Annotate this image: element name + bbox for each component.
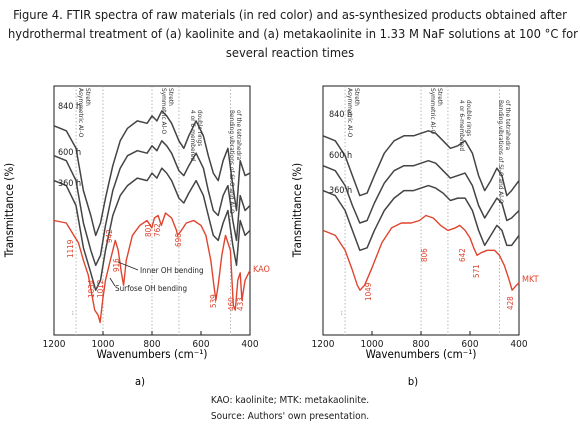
series-line-b-360h: [322, 184, 520, 252]
series-line-a-600h: [53, 140, 251, 267]
annotation-inner-oh: Inner OH bending: [140, 266, 204, 275]
series-label-b-360h: 360 h: [329, 186, 352, 196]
band-label-b-bend-2: of the tetrahedra: [504, 100, 512, 151]
caption-line-2: hydrothermal treatment of (a) kaolinite …: [8, 27, 578, 42]
footer-source: Source: Authors' own presentation.: [210, 411, 370, 422]
peak-label-a-801: 801: [144, 223, 153, 237]
series-line-a-360h: [53, 167, 251, 291]
series-label-a-840h: 840 h: [58, 102, 81, 112]
peak-label-a-539: 539: [209, 294, 218, 308]
chart-panel-a: 1200 1000 800 600 400 Transmittance (%) Wave…: [2, 85, 270, 388]
series-line-b-840h: [322, 130, 520, 197]
peak-label-b-806: 806: [420, 248, 429, 262]
peak-label-a-762: 762: [153, 223, 162, 237]
annotation-line-surface-oh: [109, 277, 116, 287]
band-label-a-rings-1: 4 or 6-membered: [189, 110, 197, 161]
series-line-a-840h: [53, 110, 251, 237]
x-tick-label-b-600: 600: [461, 339, 478, 350]
series-line-b-mkt: [322, 214, 520, 291]
figure-caption: Figure 4. FTIR spectra of raw materials …: [8, 6, 578, 63]
series-label-a-360h: 360 h: [58, 179, 81, 189]
x-tick-label-a-1000: 1000: [92, 339, 115, 350]
annotation-surface-oh: Surfose OH bending: [115, 284, 187, 293]
series-label-b-mkt: MKT: [522, 275, 539, 285]
chart-panel-b: 1200 1000 800 600 400 Transmittance (%) Wave…: [290, 85, 539, 388]
peak-label-a-696: 696: [174, 233, 183, 247]
band-label-b-rings-2: double rings: [465, 100, 473, 136]
figure-footer: KAO: kaolinite; MTK: metakaolinite. Sour…: [0, 393, 580, 425]
x-axis-label-b: Wavenumbers (cm⁻¹): [366, 347, 477, 361]
band-label-a-bend-1: Bending vibrations of Si-O and Al-O: [228, 110, 236, 214]
x-tick-label-a-400: 400: [241, 339, 258, 350]
x-tick-label-b-400: 400: [510, 339, 527, 350]
panel-label-a: a): [135, 375, 145, 388]
panel-label-b: b): [408, 375, 418, 388]
peak-label-a-433: 433: [236, 297, 245, 311]
band-label-b-bend-1: Bending vibrations of Si-O and Al-O: [497, 100, 505, 204]
peak-label-a-460: 460: [227, 297, 236, 311]
band-label-a-bend-2: of the tetrahedra: [235, 110, 243, 161]
peak-label-a-1119: 1119: [66, 239, 75, 258]
band-label-a-sym-1: Symmetric Al-O: [160, 88, 168, 134]
band-label-b-asym-1: Asymmetric Al-O: [346, 88, 354, 138]
x-tick-label-a-1200: 1200: [43, 339, 66, 350]
series-line-b-600h: [322, 159, 520, 224]
axis-break-mark-a: ⁝: [72, 310, 74, 317]
band-label-b-asym-2: Streth: [353, 88, 361, 106]
caption-line-3: several reaction times: [225, 46, 355, 61]
x-tick-label-b-800: 800: [412, 339, 429, 350]
peak-label-b-571: 571: [472, 264, 481, 278]
band-label-a-sym-2: Streth: [167, 88, 175, 106]
band-label-b-rings-1: 4 or 6-membered: [458, 100, 466, 151]
peak-label-a-1034: 1034: [87, 279, 96, 298]
band-label-a-asym-1: Asymmetric Al-O: [77, 88, 85, 138]
caption-line-1: Figure 4. FTIR spectra of raw materials …: [13, 8, 567, 23]
peak-label-a-1012: 1012: [96, 280, 105, 298]
y-axis-label-a: Transmittance (%): [2, 163, 16, 258]
x-tick-label-b-1000: 1000: [361, 339, 384, 350]
series-label-b-600h: 600 h: [329, 151, 352, 161]
peak-label-b-1049: 1049: [364, 282, 373, 301]
series-label-b-840h: 840 h: [329, 110, 352, 120]
series-line-a-kao: [53, 212, 251, 324]
annotation-line-inner-oh: [117, 261, 139, 271]
series-label-a-600h: 600 h: [58, 148, 81, 158]
axis-break-mark-b: ⁝: [341, 310, 343, 317]
x-tick-label-b-1200: 1200: [312, 339, 335, 350]
x-tick-label-a-600: 600: [192, 339, 209, 350]
x-tick-label-a-800: 800: [143, 339, 160, 350]
band-label-b-sym-1: Symmetric Al-O: [429, 88, 437, 134]
peak-label-a-916: 916: [112, 258, 121, 272]
band-label-b-sym-2: Streth: [436, 88, 444, 106]
x-axis-label-a: Wavenumbers (cm⁻¹): [97, 347, 208, 361]
peak-label-b-428: 428: [506, 296, 515, 310]
peak-label-a-942: 942: [105, 229, 114, 243]
series-label-a-kao: KAO: [253, 265, 270, 275]
band-label-a-rings-2: double rings: [196, 110, 204, 146]
footer-abbreviations: KAO: kaolinite; MTK: metakaolinite.: [210, 395, 370, 406]
y-axis-label-b: Transmittance (%): [290, 163, 304, 258]
band-label-a-asym-2: Streth: [84, 88, 92, 106]
peak-label-b-642: 642: [458, 248, 467, 262]
